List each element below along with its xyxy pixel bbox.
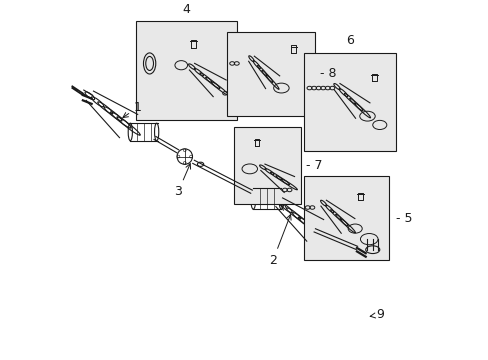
FancyBboxPatch shape [135, 21, 237, 120]
Text: 6: 6 [346, 34, 353, 47]
Text: 9: 9 [369, 308, 384, 321]
Text: - 7: - 7 [305, 159, 322, 172]
Text: - 8: - 8 [319, 67, 336, 81]
FancyBboxPatch shape [304, 53, 395, 151]
FancyBboxPatch shape [304, 176, 388, 260]
Text: - 5: - 5 [395, 212, 411, 225]
Text: 3: 3 [174, 164, 190, 198]
Text: 1: 1 [122, 101, 142, 117]
Text: 2: 2 [268, 215, 290, 267]
FancyBboxPatch shape [226, 32, 314, 116]
FancyBboxPatch shape [233, 127, 300, 204]
Text: 4: 4 [182, 3, 190, 15]
